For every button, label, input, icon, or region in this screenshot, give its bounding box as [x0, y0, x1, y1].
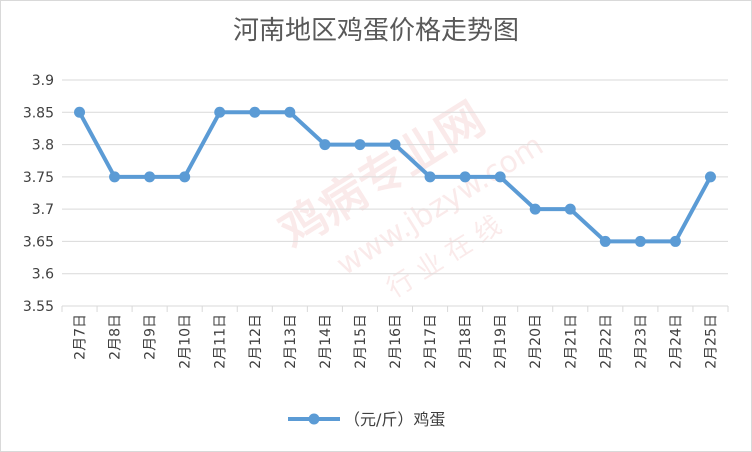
data-point: [144, 171, 156, 183]
x-tick-label: 2月15日: [353, 314, 369, 369]
data-point: [179, 171, 191, 183]
x-tick-label: 2月12日: [248, 314, 264, 369]
y-axis-ticks: 3.55 3.6 3.65 3.7 3.75 3.8 3.85 3.9: [23, 73, 54, 315]
x-tick-label: 2月24日: [668, 314, 684, 369]
x-tick-label: 2月9日: [143, 314, 159, 360]
x-tick-label: 2月17日: [423, 314, 439, 369]
y-tick-label: 3.9: [32, 73, 54, 89]
x-tick-label: 2月22日: [598, 314, 614, 369]
y-tick-label: 3.85: [23, 105, 54, 121]
y-tick-label: 3.55: [23, 299, 54, 315]
data-point: [214, 106, 226, 118]
legend-marker: [308, 413, 320, 425]
x-tick-label: 2月19日: [493, 314, 509, 369]
data-point: [669, 235, 681, 247]
data-point: [74, 106, 86, 118]
x-tick-label: 2月7日: [73, 314, 89, 360]
x-tick-label: 2月10日: [178, 314, 194, 369]
data-point: [599, 235, 611, 247]
x-axis-ticks: 2月7日 2月8日 2月9日 2月10日 2月11日 2月12日 2月13日 2月14日 2月1…: [61, 306, 729, 369]
data-point: [634, 235, 646, 247]
y-tick-label: 3.7: [32, 202, 54, 218]
series-group: [74, 106, 716, 247]
chart-title: 河南地区鸡蛋价格走势图: [232, 16, 519, 46]
x-tick-label: 2月23日: [633, 314, 649, 369]
x-tick-label: 2月20日: [528, 314, 544, 369]
data-point: [424, 171, 436, 183]
y-tick-label: 3.6: [32, 267, 54, 283]
data-point: [319, 139, 331, 151]
data-point: [564, 203, 576, 215]
legend-label: （元/斤）鸡蛋: [344, 410, 445, 429]
data-point: [354, 139, 366, 151]
x-tick-label: 2月11日: [213, 314, 229, 369]
data-point: [459, 171, 471, 183]
x-tick-label: 2月21日: [563, 314, 579, 369]
data-point: [389, 139, 401, 151]
x-tick-label: 2月16日: [388, 314, 404, 369]
data-point: [284, 106, 296, 118]
data-point: [249, 106, 261, 118]
legend: （元/斤）鸡蛋: [288, 410, 445, 429]
data-point: [494, 171, 506, 183]
x-tick-label: 2月14日: [318, 314, 334, 369]
data-point: [109, 171, 121, 183]
data-point: [529, 203, 541, 215]
x-tick-label: 2月25日: [703, 314, 719, 369]
y-tick-label: 3.8: [32, 138, 54, 154]
x-tick-label: 2月8日: [108, 314, 124, 360]
x-tick-label: 2月13日: [283, 314, 299, 369]
y-tick-label: 3.75: [23, 170, 54, 186]
x-tick-label: 2月18日: [458, 314, 474, 369]
data-point: [704, 171, 716, 183]
y-tick-label: 3.65: [23, 234, 54, 250]
gridlines: [62, 79, 728, 307]
